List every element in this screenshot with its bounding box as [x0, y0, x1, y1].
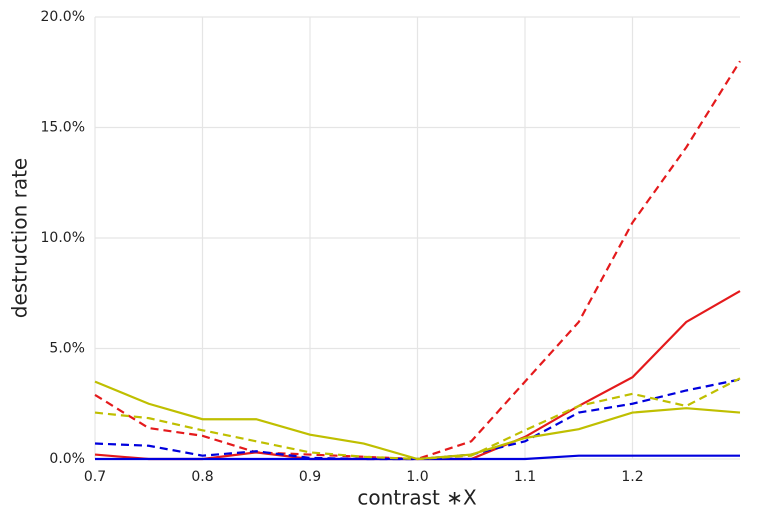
- y-tick-label: 0.0%: [49, 451, 85, 467]
- y-tick-label: 5.0%: [49, 341, 85, 357]
- x-tick-label: 0.8: [191, 469, 213, 485]
- series-line: [94, 377, 741, 461]
- x-tick-label: 1.2: [621, 469, 643, 485]
- x-tick-label: 0.9: [299, 469, 321, 485]
- y-tick-label: 10.0%: [41, 230, 85, 246]
- x-axis-label: contrast ∗X: [357, 486, 477, 510]
- series-line: [94, 60, 741, 461]
- x-tick-label: 0.7: [84, 469, 106, 485]
- y-axis-label: destruction rate: [8, 158, 32, 318]
- x-tick-label: 1.0: [406, 469, 428, 485]
- series-line: [94, 378, 741, 461]
- y-tick-label: 15.0%: [41, 120, 85, 136]
- x-tick-label: 1.1: [514, 469, 536, 485]
- y-tick-label: 20.0%: [41, 9, 85, 25]
